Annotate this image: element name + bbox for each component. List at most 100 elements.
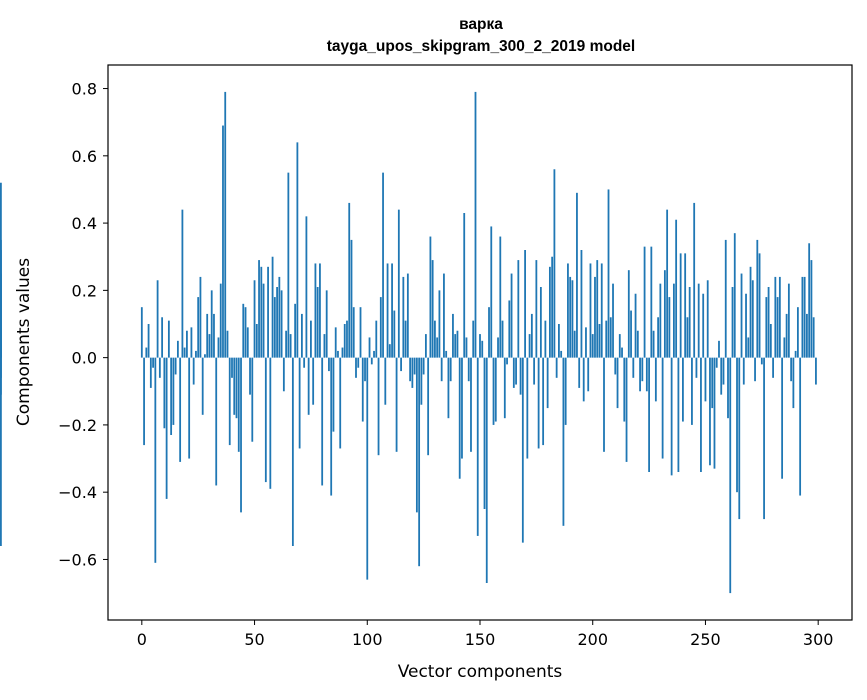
bar [548, 266, 551, 358]
bar [778, 276, 781, 358]
bar [395, 357, 398, 452]
bar [704, 357, 707, 402]
bar [776, 297, 779, 358]
bar [156, 280, 159, 358]
bar [630, 310, 632, 358]
bar [661, 357, 664, 459]
bar [605, 320, 608, 358]
bar [253, 280, 256, 358]
bar [688, 287, 691, 358]
bar [208, 334, 211, 358]
bar [197, 297, 200, 358]
bar [440, 357, 443, 382]
bar [452, 313, 454, 358]
bar [406, 273, 409, 358]
bar [273, 297, 276, 358]
bar [774, 276, 777, 358]
bar [573, 330, 576, 358]
bar [742, 357, 745, 385]
bar [727, 357, 729, 419]
bar [323, 334, 326, 358]
bar [488, 307, 490, 358]
bar [289, 334, 292, 358]
y-tick-label: 0.0 [72, 349, 97, 368]
y-tick-label: 0.2 [72, 281, 97, 300]
bar [334, 327, 337, 358]
y-axis-label: Components values [14, 258, 34, 426]
bar [400, 357, 402, 372]
bar [233, 357, 236, 415]
bar [0, 357, 2, 395]
x-tick-label: 100 [352, 630, 383, 649]
bar [731, 287, 734, 358]
x-tick-label: 0 [137, 630, 147, 649]
bar [693, 202, 696, 358]
bar [787, 283, 790, 358]
y-tick-label: 0.6 [72, 147, 97, 166]
bar [639, 357, 641, 392]
bar [140, 307, 143, 358]
bar [618, 334, 621, 358]
bar [143, 357, 145, 446]
bar [287, 172, 290, 358]
bar [154, 357, 157, 563]
bar [558, 324, 560, 358]
bar [722, 357, 725, 385]
bar [348, 202, 351, 358]
x-axis-label: Vector components [398, 662, 563, 682]
bar [551, 256, 554, 358]
bar [240, 357, 242, 513]
bar [443, 273, 445, 358]
bar [382, 172, 384, 358]
bar [267, 266, 269, 358]
bar [501, 320, 504, 358]
bar [636, 330, 639, 358]
bar [366, 357, 369, 580]
bar [291, 357, 294, 546]
bar [312, 357, 315, 405]
bar [341, 347, 344, 358]
bar [679, 253, 682, 358]
bar [763, 357, 765, 520]
bar [210, 290, 213, 358]
bar [332, 357, 335, 432]
bar [420, 357, 423, 405]
bar [190, 327, 193, 358]
bar [758, 253, 761, 358]
bar [808, 243, 811, 358]
bar [192, 357, 195, 385]
bar [508, 300, 511, 358]
bar [235, 357, 238, 419]
bar [747, 337, 750, 358]
bar [668, 297, 671, 358]
bar [294, 303, 297, 358]
bar [607, 189, 610, 358]
bar [418, 357, 421, 567]
bar [544, 320, 547, 358]
axes-frame [107, 64, 853, 621]
bar [718, 340, 720, 358]
bar [621, 347, 623, 358]
bar [465, 337, 468, 358]
bar [388, 344, 391, 358]
bar [319, 263, 321, 358]
bar [812, 317, 815, 358]
bar [625, 357, 628, 462]
bar [373, 350, 375, 358]
bar [528, 334, 531, 358]
y-tick-label: 0.8 [72, 80, 97, 99]
bar [463, 213, 466, 358]
bar [650, 246, 653, 358]
y-tick-label: −0.6 [58, 550, 97, 569]
bar [461, 357, 463, 459]
bar [672, 283, 675, 358]
bar [278, 276, 281, 358]
bar [260, 266, 263, 358]
bar [609, 317, 612, 358]
bar [542, 357, 545, 446]
bars-group [0, 91, 817, 594]
bar [555, 357, 558, 378]
bar [195, 350, 197, 358]
